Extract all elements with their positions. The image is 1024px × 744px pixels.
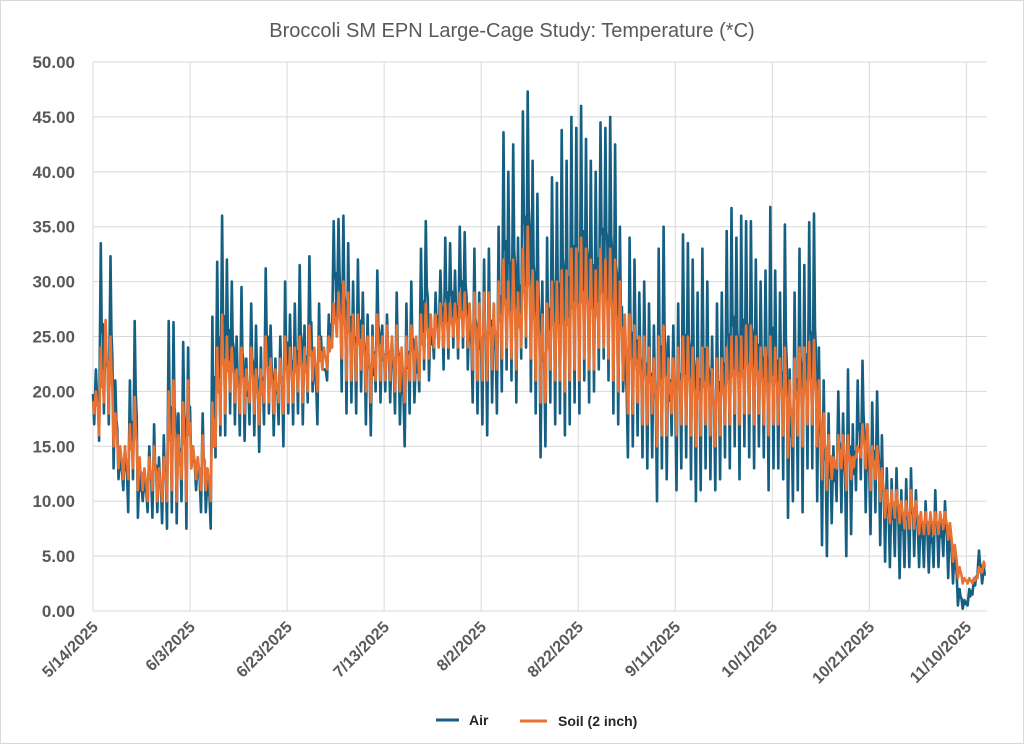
- legend: Air Soil (2 inch): [436, 712, 637, 729]
- y-tick-label: 5.00: [42, 547, 75, 566]
- legend-soil-label: Soil (2 inch): [558, 713, 637, 729]
- y-tick-label: 0.00: [42, 602, 75, 621]
- y-tick-label: 10.00: [32, 492, 75, 511]
- y-axis-ticks: 0.00 5.00 10.00 15.00 20.00 25.00 30.00 35.00 40…: [32, 53, 75, 621]
- y-tick-label: 25.00: [32, 328, 75, 347]
- series-lines: [91, 90, 987, 611]
- y-tick-label: 20.00: [32, 382, 75, 401]
- series-soil-line: [91, 225, 987, 585]
- y-tick-label: 35.00: [32, 218, 75, 237]
- legend-air-label: Air: [469, 712, 489, 728]
- chart-title: Broccoli SM EPN Large-Cage Study: Temper…: [269, 20, 754, 42]
- y-tick-label: 30.00: [32, 273, 75, 292]
- y-tick-label: 15.00: [32, 437, 75, 456]
- y-tick-label: 45.00: [32, 108, 75, 127]
- y-tick-label: 40.00: [32, 163, 75, 182]
- y-tick-label: 50.00: [32, 53, 75, 72]
